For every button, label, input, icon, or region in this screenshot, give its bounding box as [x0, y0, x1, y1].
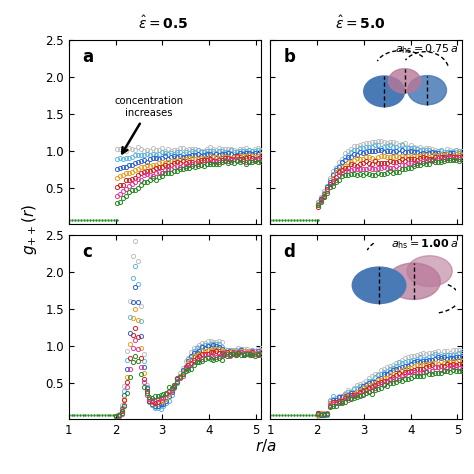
Text: a: a — [82, 48, 93, 66]
Text: $a_{\rm hs} = 0.75\,a$: $a_{\rm hs} = 0.75\,a$ — [395, 42, 458, 56]
Text: $\hat{\varepsilon} = \mathbf{0.5}$: $\hat{\varepsilon} = \mathbf{0.5}$ — [138, 15, 189, 32]
Text: $g_{++}(r)$: $g_{++}(r)$ — [20, 204, 39, 255]
Text: $\hat{\varepsilon} = \mathbf{5.0}$: $\hat{\varepsilon} = \mathbf{5.0}$ — [335, 15, 385, 32]
Text: concentration
increases: concentration increases — [115, 96, 184, 118]
Text: d: d — [283, 243, 296, 261]
Text: b: b — [283, 48, 296, 66]
Text: $r/a$: $r/a$ — [255, 437, 276, 454]
Text: c: c — [82, 243, 92, 261]
Text: $a_{\rm hs} = \mathbf{1.00}\,a$: $a_{\rm hs} = \mathbf{1.00}\,a$ — [391, 237, 458, 251]
